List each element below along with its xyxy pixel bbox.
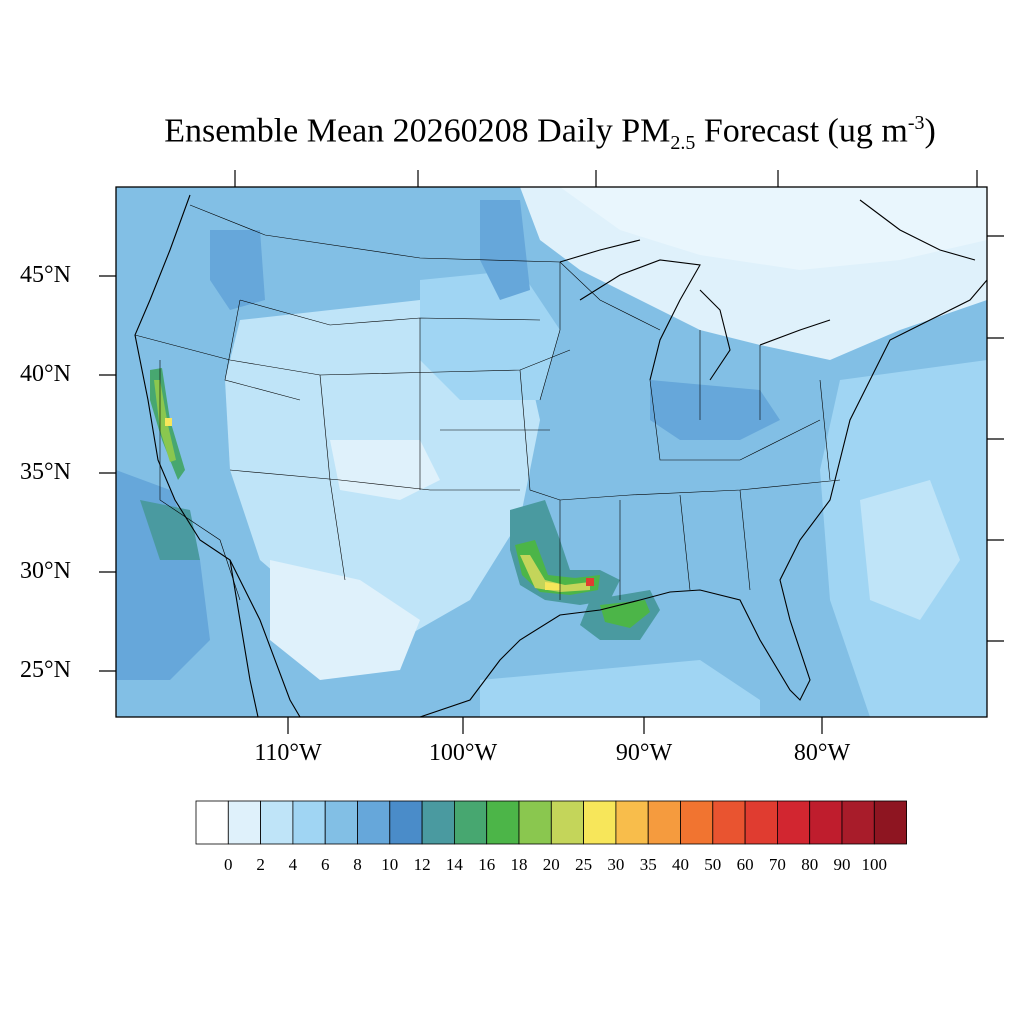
colorbar-label: 4 — [288, 855, 298, 874]
colorbar-box — [809, 800, 843, 845]
coastlines — [134, 194, 987, 717]
colorbar-label: 20 — [542, 855, 560, 874]
colorbar-label: 60 — [736, 855, 754, 874]
colorbar-box — [227, 800, 262, 845]
state-borders — [134, 204, 841, 601]
colorbar-label: 100 — [861, 855, 888, 874]
top-axis-ticks — [234, 170, 978, 187]
map-frame — [115, 186, 988, 718]
colorbar-label: 12 — [413, 855, 431, 874]
lat-label-30n: 30°N — [20, 558, 71, 584]
colorbar-label: 35 — [639, 855, 657, 874]
colorbar-box — [357, 800, 391, 845]
colorbar-box — [550, 800, 584, 845]
colorbar-label: 40 — [672, 855, 689, 874]
colorbar-label: 18 — [510, 855, 528, 874]
colorbar-label: 10 — [381, 855, 399, 874]
colorbar-box — [389, 800, 423, 845]
colorbar-label: 14 — [445, 855, 463, 874]
colorbar-box — [195, 800, 229, 845]
lon-label-100w: 100°W — [428, 740, 498, 766]
lon-label-90w: 90°W — [615, 740, 673, 766]
colorbar-label: 70 — [768, 855, 786, 874]
map-title: Ensemble Mean 20260208 Daily PM2.5 Forec… — [164, 112, 936, 155]
colorbar-box — [680, 800, 714, 845]
colorbar-box — [324, 800, 358, 845]
colorbar-label: 8 — [353, 855, 362, 874]
colorbar-box — [421, 800, 455, 845]
colorbar-box — [777, 800, 811, 845]
colorbar-box — [583, 800, 617, 845]
lat-label-45n: 45°N — [20, 262, 71, 288]
bottom-axis-ticks — [287, 717, 823, 734]
lat-label-25n: 25°N — [20, 657, 71, 683]
colorbar-label: 90 — [833, 855, 851, 874]
lon-label-110w: 110°W — [254, 740, 322, 766]
colorbar-box — [518, 800, 552, 845]
lat-label-35n: 35°N — [20, 459, 71, 485]
right-axis-ticks — [987, 235, 1004, 642]
lat-label-40n: 40°N — [20, 361, 71, 387]
colorbar — [195, 800, 907, 845]
colorbar-label: 2 — [256, 855, 265, 874]
colorbar-label: 16 — [478, 855, 496, 874]
colorbar-box — [647, 800, 681, 845]
colorbar-label: 30 — [607, 855, 625, 874]
colorbar-label: 50 — [704, 855, 722, 874]
colorbar-box — [260, 800, 294, 845]
colorbar-label: 6 — [320, 855, 330, 874]
colorbar-box — [486, 800, 520, 845]
colorbar-box — [841, 800, 875, 845]
lon-label-80w: 80°W — [793, 740, 851, 766]
concentration-field — [116, 187, 987, 717]
colorbar-label: 0 — [224, 855, 233, 874]
colorbar-label: 25 — [575, 855, 593, 874]
left-axis-ticks — [99, 275, 116, 672]
colorbar-box — [873, 800, 907, 845]
colorbar-box — [615, 800, 649, 845]
colorbar-box — [292, 800, 326, 845]
colorbar-box — [744, 800, 778, 845]
colorbar-box — [453, 800, 488, 845]
colorbar-box — [712, 800, 746, 845]
colorbar-label: 80 — [801, 855, 819, 874]
